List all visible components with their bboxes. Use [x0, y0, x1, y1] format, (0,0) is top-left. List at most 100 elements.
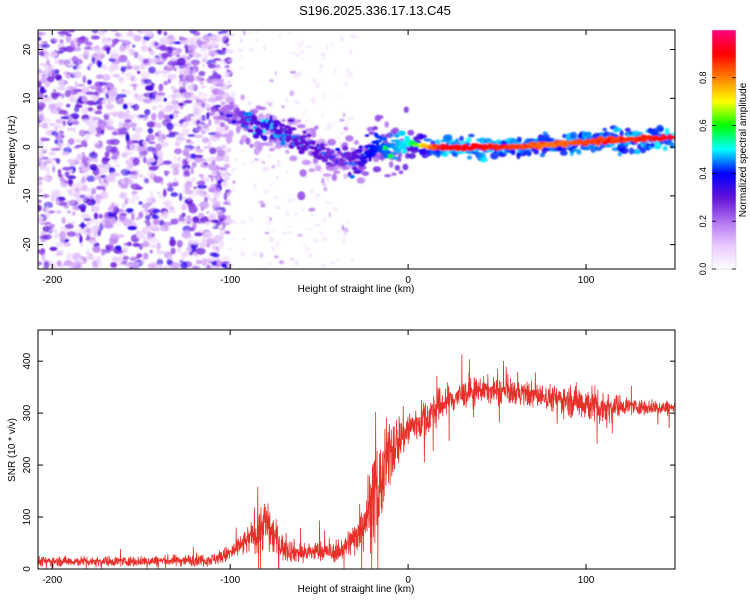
- noise-blob: [295, 72, 302, 77]
- noise-blob: [191, 193, 197, 198]
- y-tick-label: 20: [22, 44, 33, 56]
- noise-blob: [199, 180, 205, 186]
- noise-blob: [44, 64, 50, 72]
- noise-blob: [138, 201, 143, 205]
- noise-blob: [155, 97, 161, 102]
- noise-blob: [187, 158, 194, 162]
- noise-blob: [93, 212, 99, 220]
- noise-blob: [99, 81, 108, 86]
- signal-core-blob: [264, 124, 272, 129]
- noise-blob: [206, 112, 210, 120]
- noise-blob: [182, 116, 192, 122]
- noise-blob: [64, 89, 71, 98]
- noise-blob: [178, 214, 184, 219]
- noise-blob: [264, 100, 269, 106]
- noise-blob: [304, 118, 309, 124]
- noise-blob: [52, 38, 61, 43]
- noise-blob: [89, 229, 96, 233]
- noise-blob: [223, 66, 229, 71]
- signal-blob: [289, 155, 298, 162]
- noise-blob: [108, 66, 116, 73]
- noise-blob: [180, 251, 189, 258]
- noise-blob: [118, 93, 127, 98]
- noise-blob: [178, 102, 184, 106]
- noise-blob: [330, 42, 335, 47]
- signal-blob: [350, 147, 356, 151]
- noise-blob: [167, 73, 177, 80]
- noise-blob: [133, 51, 139, 59]
- noise-blob: [345, 68, 350, 72]
- noise-blob: [138, 174, 144, 178]
- noise-blob: [250, 217, 254, 223]
- noise-blob: [111, 149, 120, 157]
- noise-blob: [197, 123, 205, 127]
- noise-blob: [343, 173, 348, 179]
- signal-core-blob: [301, 135, 308, 139]
- noise-blob: [243, 30, 246, 36]
- noise-blob: [156, 191, 162, 195]
- noise-blob: [69, 161, 76, 167]
- noise-blob: [132, 44, 136, 48]
- noise-blob: [323, 218, 326, 223]
- signal-blob: [314, 125, 319, 130]
- noise-blob: [107, 98, 111, 105]
- noise-blob: [280, 30, 284, 35]
- signal-core-blob: [595, 143, 601, 146]
- noise-blob: [180, 92, 191, 99]
- noise-blob: [211, 43, 220, 47]
- signal-core-blob: [247, 111, 253, 117]
- signal-core-blob: [269, 115, 273, 121]
- signal-core-blob: [279, 123, 286, 128]
- noise-blob: [157, 255, 161, 260]
- noise-blob: [116, 219, 121, 227]
- noise-blob: [203, 231, 213, 239]
- signal-blob: [213, 132, 222, 138]
- noise-blob: [170, 218, 179, 225]
- noise-blob: [320, 52, 326, 57]
- noise-blob: [46, 165, 50, 174]
- noise-blob: [78, 53, 84, 60]
- noise-blob: [38, 73, 43, 81]
- noise-blob: [129, 256, 137, 262]
- noise-blob: [49, 246, 58, 251]
- signal-core-blob: [352, 154, 361, 158]
- noise-blob: [181, 231, 192, 239]
- noise-blob: [269, 184, 273, 188]
- noise-blob: [124, 199, 128, 205]
- noise-blob: [125, 108, 130, 118]
- noise-blob: [212, 225, 219, 230]
- signal-core-blob: [319, 153, 323, 159]
- y-tick-label: 10: [22, 92, 33, 104]
- noise-blob: [39, 86, 45, 95]
- noise-blob: [87, 79, 92, 85]
- noise-blob: [51, 92, 58, 100]
- noise-blob: [55, 250, 64, 254]
- noise-blob: [289, 258, 295, 260]
- noise-blob: [212, 159, 215, 166]
- noise-blob: [296, 53, 300, 57]
- noise-blob: [182, 80, 186, 89]
- noise-blob: [287, 230, 293, 234]
- noise-blob: [276, 160, 281, 165]
- signal-blob: [216, 89, 224, 96]
- noise-blob: [72, 261, 82, 269]
- noise-blob: [57, 134, 62, 143]
- signal-core-blob: [245, 126, 249, 130]
- noise-blob: [44, 52, 49, 59]
- noise-blob: [117, 127, 128, 134]
- noise-blob: [266, 215, 270, 218]
- spectrogram-y-label: Frequency (Hz): [7, 116, 18, 185]
- noise-blob: [188, 205, 198, 214]
- noise-blob: [81, 106, 89, 115]
- signal-core-blob: [302, 147, 309, 151]
- signal-blob: [407, 129, 415, 136]
- signal-blob: [397, 158, 402, 162]
- noise-blob: [112, 73, 121, 78]
- noise-blob: [53, 88, 57, 93]
- noise-blob: [223, 192, 228, 201]
- noise-blob: [85, 41, 93, 47]
- y-tick-label: 100: [22, 508, 33, 525]
- noise-blob: [66, 103, 71, 108]
- signal-blob: [510, 148, 516, 156]
- colorbar-frame: [711, 29, 737, 270]
